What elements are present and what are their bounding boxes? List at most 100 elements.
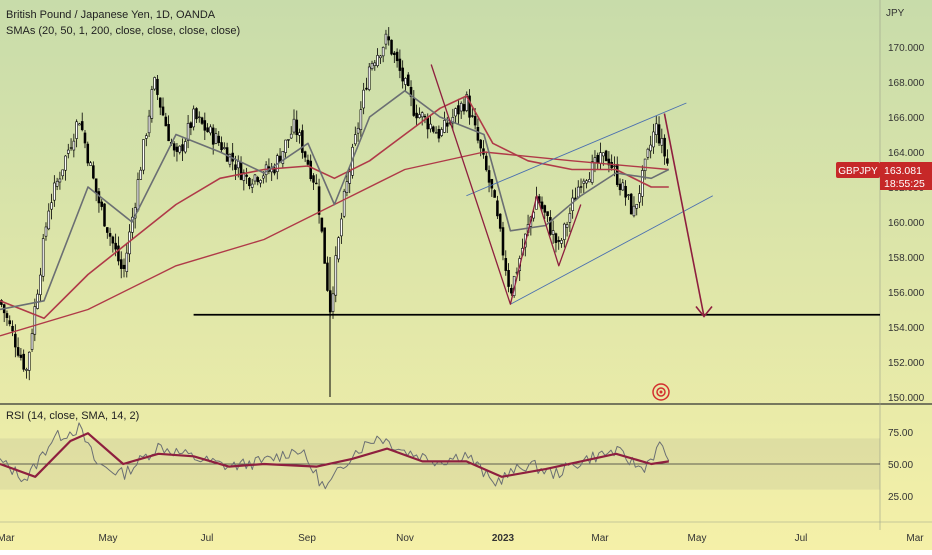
candle[interactable] [337, 237, 340, 260]
candle[interactable] [184, 141, 187, 153]
candle[interactable] [220, 142, 223, 151]
candle[interactable] [320, 217, 324, 232]
candle[interactable] [64, 155, 67, 171]
candle[interactable] [259, 180, 262, 184]
candle[interactable] [192, 108, 195, 128]
candle[interactable] [365, 87, 368, 90]
candle[interactable] [602, 152, 605, 157]
candle[interactable] [245, 174, 248, 177]
candle[interactable] [315, 182, 318, 185]
candle[interactable] [156, 78, 159, 95]
forecast-arrow-line[interactable] [663, 113, 705, 317]
candle[interactable] [496, 200, 499, 217]
candle[interactable] [484, 155, 488, 171]
candle[interactable] [289, 133, 293, 139]
candle[interactable] [211, 127, 215, 145]
candle[interactable] [256, 177, 260, 183]
candle[interactable] [19, 354, 23, 358]
candle[interactable] [471, 115, 474, 117]
candle[interactable] [445, 122, 449, 127]
candle[interactable] [401, 67, 404, 82]
candle[interactable] [178, 145, 182, 153]
candle[interactable] [197, 116, 201, 119]
candle[interactable] [103, 203, 106, 227]
candle[interactable] [161, 106, 165, 116]
symbol-title[interactable]: British Pound / Japanese Yen, 1D, OANDA [6, 9, 216, 21]
candle[interactable] [139, 169, 143, 180]
candle[interactable] [418, 114, 421, 118]
candle[interactable] [253, 174, 257, 182]
candle[interactable] [284, 139, 287, 153]
candle[interactable] [22, 353, 25, 370]
candle[interactable] [16, 347, 20, 356]
sma-50-line[interactable] [0, 95, 669, 320]
candle[interactable] [615, 163, 619, 185]
candle[interactable] [119, 259, 123, 269]
candle[interactable] [125, 252, 129, 272]
candle[interactable] [331, 293, 335, 312]
candle[interactable] [150, 89, 154, 119]
candle[interactable] [420, 112, 424, 118]
candle[interactable] [490, 178, 494, 189]
candle[interactable] [646, 148, 650, 158]
candle[interactable] [356, 127, 360, 134]
candle[interactable] [571, 197, 574, 211]
candle[interactable] [498, 213, 502, 229]
sma-20-line[interactable] [0, 90, 670, 311]
candle[interactable] [367, 66, 371, 90]
candle[interactable] [306, 159, 310, 165]
candle[interactable] [153, 77, 156, 90]
candle[interactable] [565, 224, 569, 228]
candle[interactable] [100, 201, 103, 207]
candle[interactable] [142, 139, 145, 171]
candle[interactable] [543, 205, 547, 213]
candle[interactable] [122, 264, 126, 269]
candle[interactable] [69, 147, 73, 149]
candle[interactable] [596, 154, 600, 164]
candle[interactable] [621, 182, 625, 191]
candle[interactable] [588, 179, 591, 183]
candle[interactable] [33, 306, 37, 335]
candle[interactable] [44, 226, 48, 237]
candle[interactable] [384, 33, 388, 45]
candle[interactable] [186, 123, 190, 141]
candle[interactable] [301, 130, 304, 153]
rsi-line[interactable] [0, 422, 670, 490]
candle[interactable] [629, 193, 633, 215]
candle[interactable] [312, 175, 315, 183]
channel-lower-line[interactable] [510, 195, 714, 305]
candle[interactable] [487, 170, 491, 183]
candle[interactable] [593, 157, 597, 163]
candle[interactable] [381, 46, 385, 57]
rsi-title[interactable]: RSI (14, close, SMA, 14, 2) [6, 410, 139, 422]
candle[interactable] [635, 203, 639, 209]
candle[interactable] [47, 210, 51, 230]
candle[interactable] [25, 369, 28, 371]
candle[interactable] [370, 63, 374, 70]
candle[interactable] [406, 74, 410, 87]
candle[interactable] [80, 121, 84, 131]
candle[interactable] [585, 180, 588, 184]
candle[interactable] [660, 138, 664, 146]
candle[interactable] [504, 258, 508, 271]
candle[interactable] [145, 135, 148, 139]
candle[interactable] [334, 255, 338, 296]
candle[interactable] [61, 169, 64, 177]
candle[interactable] [262, 175, 265, 179]
candle[interactable] [75, 121, 78, 139]
candle[interactable] [223, 147, 226, 149]
candle[interactable] [41, 238, 45, 277]
candle[interactable] [415, 112, 418, 119]
candle[interactable] [437, 129, 441, 139]
candle[interactable] [607, 158, 611, 166]
candle[interactable] [203, 120, 207, 131]
candle[interactable] [147, 115, 151, 134]
candle[interactable] [217, 135, 221, 143]
candle[interactable] [576, 186, 580, 198]
candle[interactable] [345, 181, 349, 193]
candle[interactable] [114, 242, 117, 250]
candle[interactable] [376, 55, 379, 66]
zigzag-drawing[interactable] [430, 64, 582, 305]
candle[interactable] [108, 233, 112, 237]
candle[interactable] [618, 183, 622, 191]
